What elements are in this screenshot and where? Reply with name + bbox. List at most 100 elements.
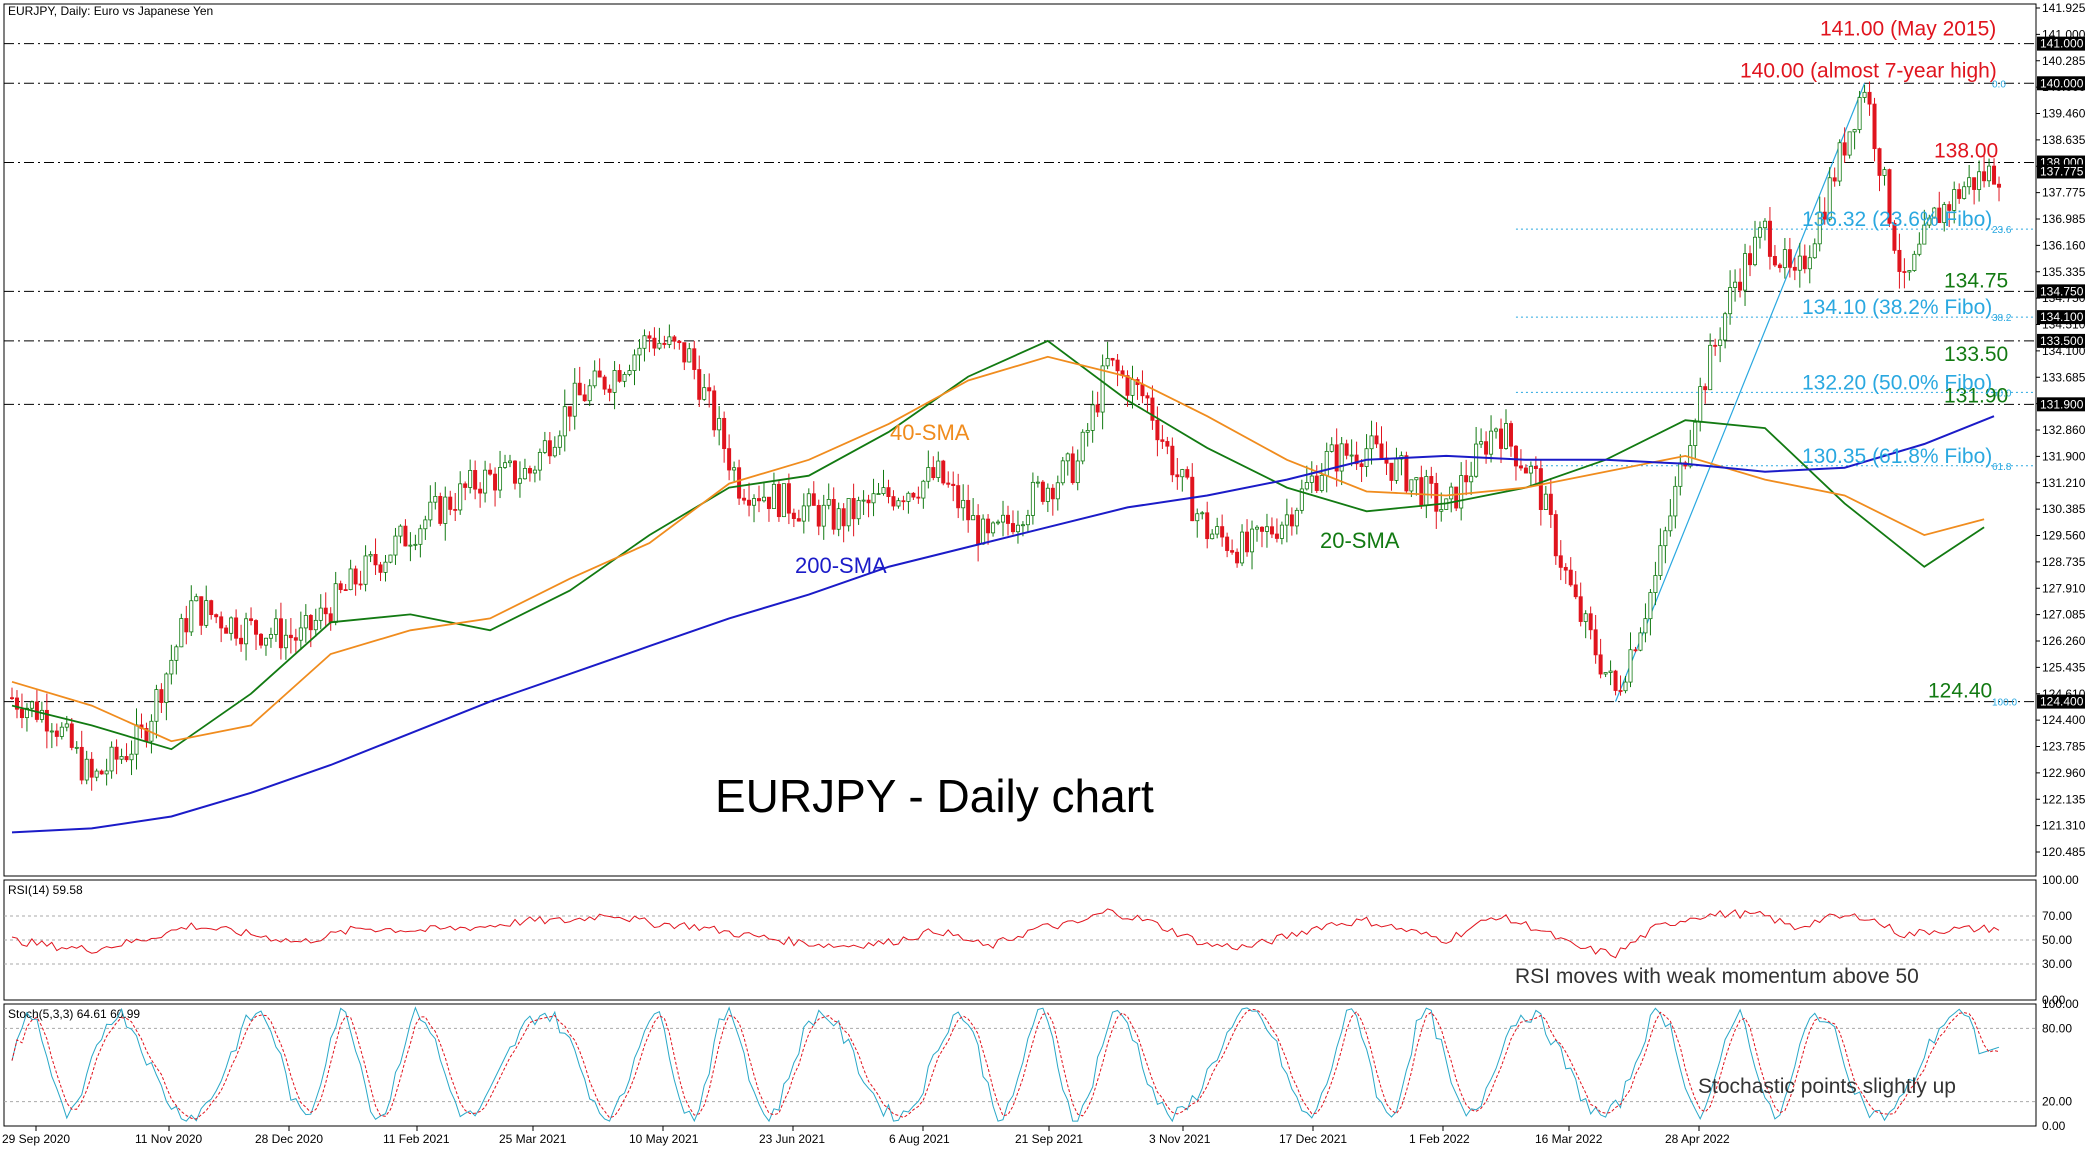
candle-body xyxy=(458,483,463,511)
candle-body xyxy=(1663,530,1668,547)
candle-body xyxy=(318,607,323,621)
candle-body xyxy=(1439,509,1444,512)
candle xyxy=(14,690,19,719)
candle xyxy=(29,700,34,718)
y-tick-label: 132.860 xyxy=(2042,423,2086,437)
candle xyxy=(527,465,532,482)
candle xyxy=(1753,220,1758,267)
candle-body xyxy=(1578,596,1583,622)
candle xyxy=(1344,439,1349,460)
candle-body xyxy=(159,689,164,703)
candle xyxy=(1528,461,1533,488)
candle xyxy=(966,484,971,533)
candle-body xyxy=(403,525,408,547)
candle xyxy=(587,379,592,407)
candle xyxy=(1588,606,1593,640)
candle-body xyxy=(547,440,552,457)
candle xyxy=(821,494,826,540)
candle xyxy=(99,769,104,775)
candle-body xyxy=(1713,344,1718,347)
price-tag-box xyxy=(2037,284,2085,299)
sma-label-40: 40-SMA xyxy=(890,420,970,445)
candle-body xyxy=(1882,169,1887,176)
symbol-header: EURJPY, Daily: Euro vs Japanese Yen xyxy=(8,4,213,18)
candle xyxy=(866,494,871,518)
candle-body xyxy=(94,770,99,778)
candle-body xyxy=(1105,357,1110,367)
candle xyxy=(752,494,757,523)
candle xyxy=(1703,383,1708,404)
candle-body xyxy=(1872,103,1877,150)
candle-body xyxy=(1140,384,1145,397)
candle xyxy=(1802,244,1807,274)
candle-body xyxy=(393,535,398,556)
candle-body xyxy=(1170,445,1175,476)
candle xyxy=(1035,475,1040,488)
candle-body xyxy=(273,618,278,635)
candle xyxy=(876,482,881,495)
candle-body xyxy=(1334,444,1339,472)
candle-body xyxy=(1210,533,1215,540)
candle-body xyxy=(1917,243,1922,255)
candle-body xyxy=(702,387,707,400)
candle xyxy=(1723,311,1728,349)
candle xyxy=(1922,209,1927,245)
candle xyxy=(742,488,747,505)
y-tick-label: 121.310 xyxy=(2042,819,2086,833)
candle xyxy=(796,509,801,522)
candle xyxy=(647,331,652,353)
candle-body xyxy=(59,726,64,737)
candle xyxy=(278,602,283,660)
candle-body xyxy=(1718,339,1723,347)
candle-body xyxy=(1160,439,1165,442)
candle-body xyxy=(1573,584,1578,598)
candle-body xyxy=(637,347,642,356)
candle xyxy=(956,473,961,519)
candle xyxy=(926,450,931,489)
candle-body xyxy=(1404,455,1409,492)
y-tick-label: 129.560 xyxy=(2042,529,2086,543)
candle xyxy=(1025,509,1030,533)
candle-body xyxy=(84,758,89,781)
level-label-140.00: 140.00 (almost 7-year high) xyxy=(1740,59,1997,82)
candle xyxy=(961,484,966,521)
candle xyxy=(1319,463,1324,493)
candle xyxy=(1494,427,1499,439)
candle-body xyxy=(1354,454,1359,465)
candle xyxy=(617,364,622,383)
candle-body xyxy=(343,589,348,591)
candle xyxy=(1070,446,1075,485)
candle xyxy=(1235,548,1240,568)
level-label-138.00: 138.00 xyxy=(1934,140,1998,163)
candle-body xyxy=(1359,463,1364,467)
candle-body xyxy=(493,473,498,491)
candle xyxy=(986,514,991,545)
candle-body xyxy=(1001,514,1006,523)
candle xyxy=(298,611,303,650)
candle-body xyxy=(577,382,582,396)
candle xyxy=(1757,221,1762,249)
candle-body xyxy=(408,544,413,547)
candle-body xyxy=(1010,523,1015,533)
candle-body xyxy=(194,596,199,602)
candle-body xyxy=(1110,357,1115,361)
candle-body xyxy=(946,482,951,485)
candle-body xyxy=(184,618,189,633)
candle-body xyxy=(1225,536,1230,551)
fibo-label-61.8: 130.35 (61.8% Fibo) xyxy=(1802,445,1992,468)
candle-body xyxy=(283,634,288,649)
candle xyxy=(582,383,587,402)
candle-body xyxy=(1314,475,1319,491)
x-tick-label: 10 May 2021 xyxy=(629,1132,699,1146)
candle xyxy=(368,551,373,563)
candle-body xyxy=(1927,217,1932,226)
candle-body xyxy=(368,553,373,557)
y-tick-label: 138.635 xyxy=(2042,133,2086,147)
candle-body xyxy=(443,496,448,524)
y-tick-label: 131.210 xyxy=(2042,476,2086,490)
y-tick-label: 135.335 xyxy=(2042,265,2086,279)
candle-body xyxy=(831,499,836,530)
candle-body xyxy=(727,448,732,471)
candle-body xyxy=(358,583,363,586)
